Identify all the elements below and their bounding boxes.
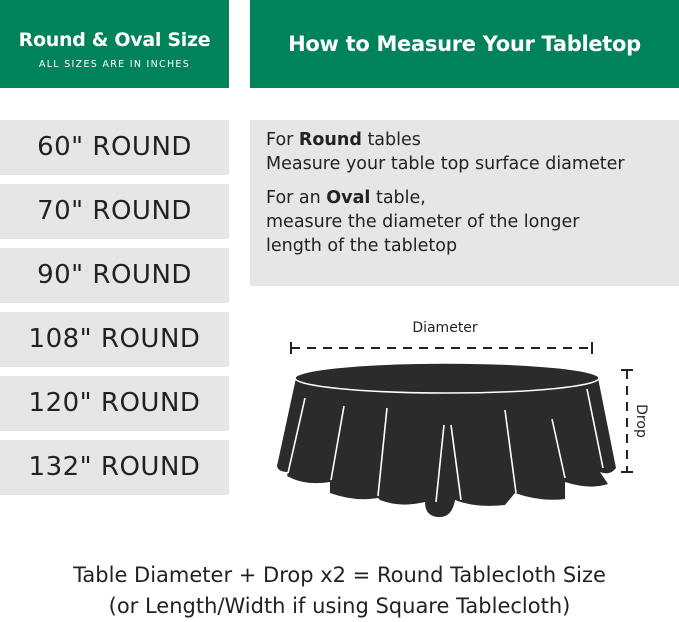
- size-item: 90" ROUND: [0, 248, 229, 303]
- size-item: 70" ROUND: [0, 184, 229, 239]
- sizes-header: Round & Oval Size ALL SIZES ARE IN INCHE…: [0, 0, 229, 88]
- diameter-line: [290, 342, 593, 354]
- size-item: 132" ROUND: [0, 440, 229, 495]
- tablecloth-icon: [277, 362, 616, 518]
- diameter-label: Diameter: [412, 320, 478, 336]
- size-item: 120" ROUND: [0, 376, 229, 431]
- sizes-subtitle: ALL SIZES ARE IN INCHES: [38, 59, 191, 70]
- size-item: 108" ROUND: [0, 312, 229, 367]
- oval-instructions: For an Oval table, measure the diameter …: [266, 188, 580, 256]
- tablecloth-diagram: Diameter Drop: [277, 320, 649, 518]
- drop-label: Drop: [633, 404, 649, 438]
- size-item: 60" ROUND: [0, 120, 229, 175]
- measure-title: How to Measure Your Tabletop: [288, 32, 641, 56]
- drop-line: [621, 369, 633, 473]
- formula-line-1: Table Diameter + Drop x2 = Round Tablecl…: [73, 563, 606, 587]
- instructions-panel: For Round tables Measure your table top …: [250, 120, 679, 286]
- measure-header: How to Measure Your Tabletop: [250, 0, 679, 88]
- sizes-title: Round & Oval Size: [18, 29, 211, 51]
- formula-line-2: (or Length/Width if using Square Tablecl…: [108, 594, 571, 618]
- round-instructions: For Round tables Measure your table top …: [266, 130, 625, 174]
